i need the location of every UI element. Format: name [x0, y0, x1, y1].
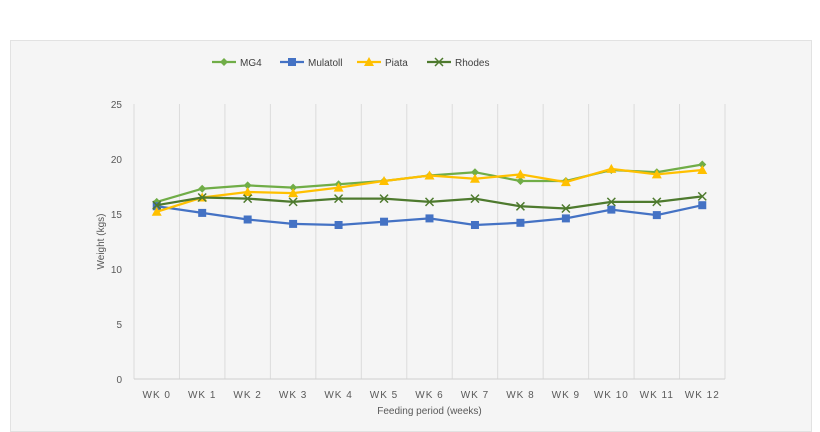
data-point	[516, 177, 525, 185]
data-point	[380, 217, 389, 226]
data-point	[289, 219, 298, 228]
x-axis-label: Feeding period (weeks)	[377, 406, 482, 417]
x-tick-label: WK 0	[143, 390, 171, 401]
y-tick-label: 25	[111, 100, 123, 111]
data-point	[243, 194, 253, 204]
data-point	[424, 170, 435, 180]
data-point	[470, 221, 479, 229]
data-point	[470, 194, 480, 204]
legend-marker	[288, 58, 296, 66]
legend-item: Mulatoll	[280, 58, 342, 69]
x-tick-label: WK 7	[461, 390, 489, 401]
data-point	[515, 201, 525, 211]
y-tick-label: 20	[111, 155, 123, 166]
data-point	[288, 197, 298, 207]
legend-item: Piata	[357, 57, 408, 69]
x-tick-label: WK 4	[324, 390, 352, 401]
legend-item: MG4	[212, 58, 262, 69]
data-point	[697, 165, 708, 174]
legend-marker	[434, 57, 444, 67]
data-point	[651, 169, 662, 179]
data-point	[424, 197, 435, 207]
legend-marker	[220, 58, 228, 66]
chart-frame	[10, 40, 812, 432]
x-tick-label: WK 9	[552, 390, 580, 401]
data-point	[243, 215, 252, 224]
data-point	[333, 182, 344, 192]
y-tick-label: 5	[116, 320, 122, 331]
data-point	[515, 169, 526, 179]
data-point	[334, 194, 344, 204]
data-point	[561, 203, 571, 214]
line-chart: 0 5 10 15 20 25 WK 0 WK 1 WK 2 WK 3 WK 4 WK 5 WK 6 WK…	[96, 57, 726, 417]
data-point	[288, 188, 299, 198]
data-point	[334, 221, 343, 229]
legend-label: Mulatoll	[308, 58, 342, 69]
x-tick-label: WK 1	[188, 390, 216, 401]
data-point	[698, 201, 707, 210]
legend-marker	[364, 57, 374, 66]
data-point	[652, 211, 661, 220]
legend-label: MG4	[240, 58, 262, 69]
series-mulatoll	[152, 201, 707, 229]
x-tick-label: WK 10	[594, 390, 629, 401]
data-point	[243, 181, 252, 190]
data-point	[379, 194, 389, 204]
legend-label: Piata	[385, 58, 408, 69]
data-point	[698, 160, 707, 169]
data-point	[561, 214, 570, 223]
data-point	[560, 177, 571, 187]
legend-label: Rhodes	[455, 58, 489, 69]
x-tick-label: WK 12	[685, 390, 720, 401]
data-point	[198, 208, 207, 217]
data-point	[652, 197, 662, 207]
y-axis-label: Weight (kgs)	[96, 214, 107, 270]
data-point	[516, 218, 525, 227]
data-point	[379, 176, 390, 185]
x-tick-label: WK 5	[370, 390, 398, 401]
y-tick-label: 0	[116, 375, 122, 386]
data-point	[470, 168, 479, 177]
data-point	[697, 191, 707, 201]
data-point	[152, 202, 161, 211]
data-point	[197, 192, 207, 203]
y-tick-label: 15	[111, 210, 123, 221]
data-point	[606, 163, 617, 173]
data-point	[289, 183, 298, 192]
data-point	[152, 200, 162, 210]
x-tick-label: WK 8	[506, 390, 534, 401]
data-point	[606, 197, 616, 207]
data-point	[607, 205, 616, 214]
data-point	[242, 187, 253, 196]
x-tick-label: WK 11	[640, 390, 674, 401]
x-tick-label: WK 6	[415, 390, 443, 401]
data-point	[425, 214, 434, 223]
data-point	[151, 206, 162, 216]
x-tick-label: WK 2	[233, 390, 261, 401]
y-tick-label: 10	[111, 265, 123, 276]
series-rhodes	[152, 191, 707, 214]
data-point	[198, 184, 207, 193]
x-tick-label: WK 3	[279, 390, 307, 401]
legend-item: Rhodes	[427, 57, 489, 69]
data-point	[469, 173, 480, 183]
